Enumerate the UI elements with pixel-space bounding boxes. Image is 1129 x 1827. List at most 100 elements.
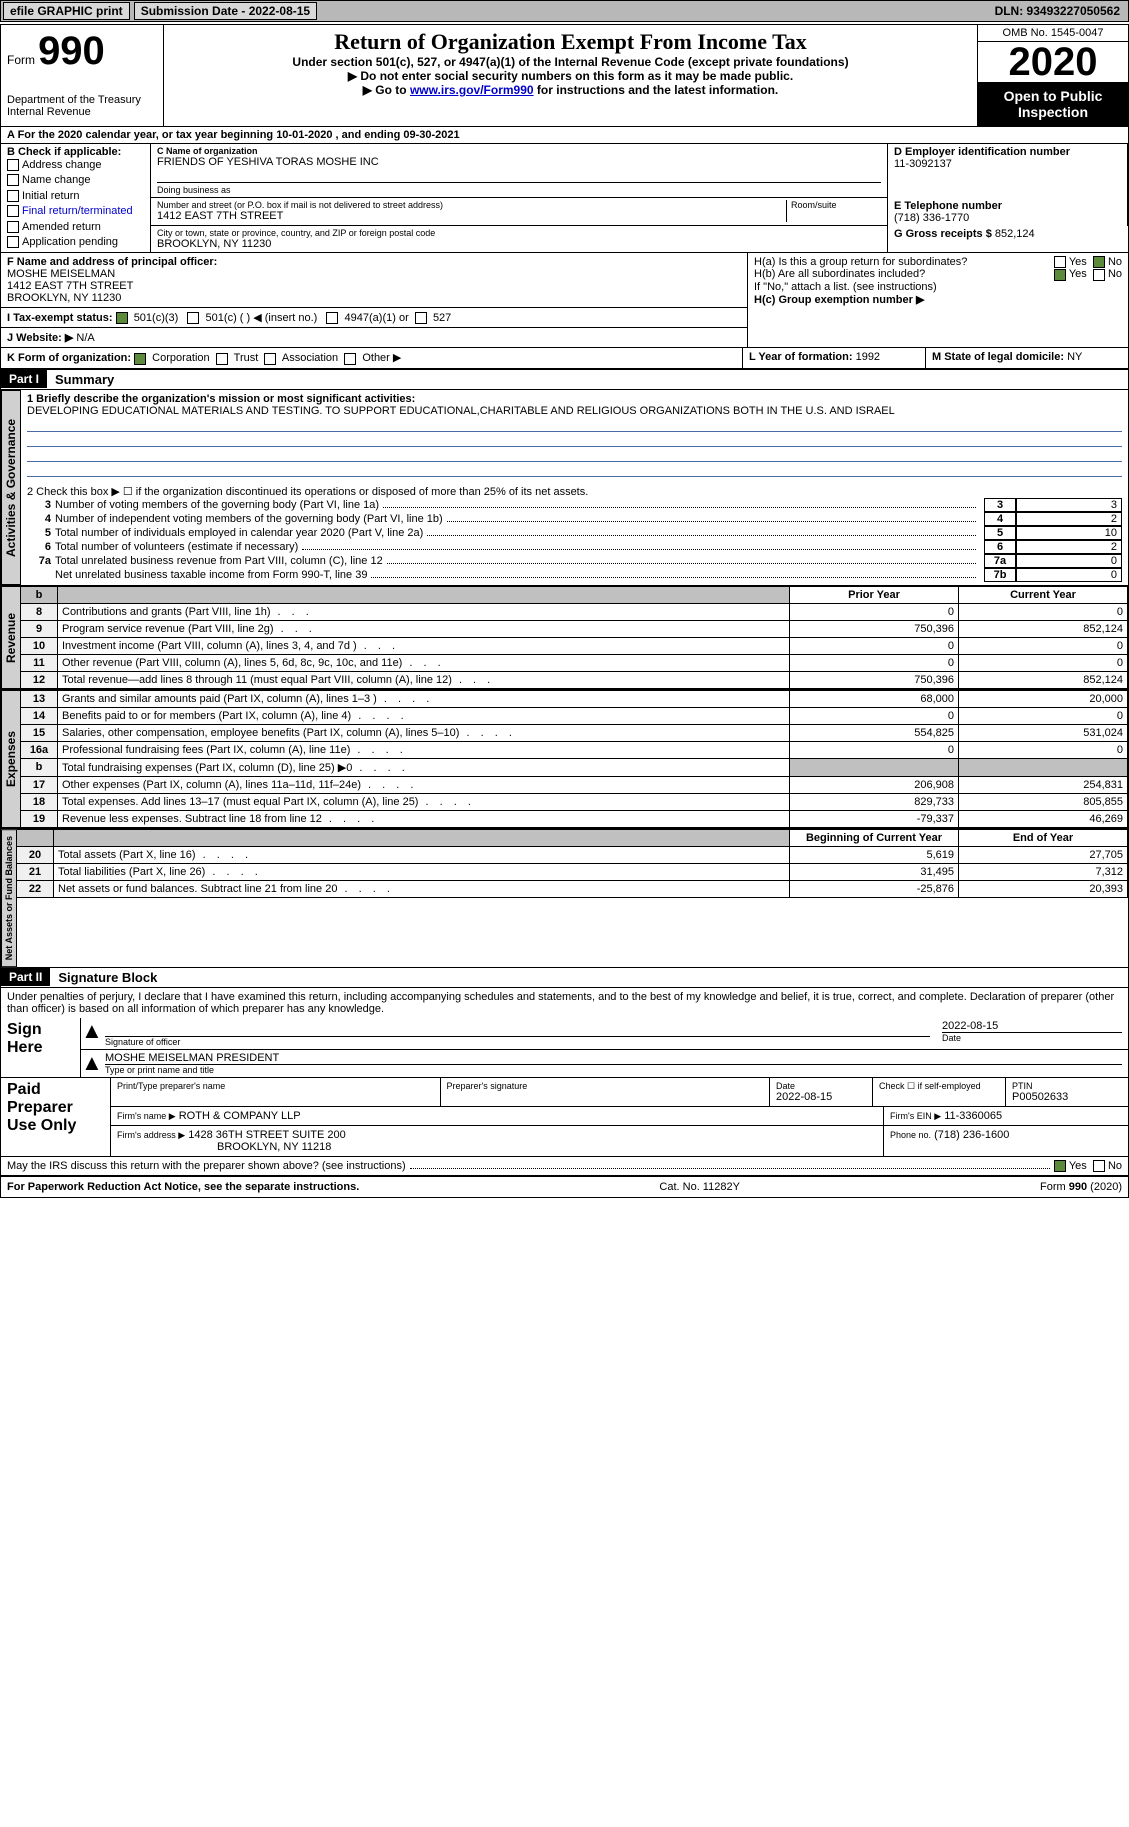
box-i: I Tax-exempt status: 501(c)(3) 501(c) ( … xyxy=(1,308,747,328)
gov-row: 7aTotal unrelated business revenue from … xyxy=(27,554,1122,568)
firm-ein-value: 11-3360065 xyxy=(944,1110,1002,1122)
gov-row: 5Total number of individuals employed in… xyxy=(27,526,1122,540)
form-990-link[interactable]: www.irs.gov/Form990 xyxy=(410,83,534,97)
section-revenue: Revenue bPrior YearCurrent Year8Contribu… xyxy=(1,585,1128,689)
pp-date-label: Date xyxy=(776,1081,866,1091)
ein-value: 11-3092137 xyxy=(894,158,1121,170)
chk-other[interactable] xyxy=(344,353,356,365)
chk-trust[interactable] xyxy=(216,353,228,365)
netassets-table: Beginning of Current YearEnd of Year20To… xyxy=(17,829,1128,898)
year-formation-value: 1992 xyxy=(856,351,880,363)
table-row: 16aProfessional fundraising fees (Part I… xyxy=(21,741,1128,758)
form-prefix: Form xyxy=(7,53,35,67)
firm-phone-value: (718) 236-1600 xyxy=(934,1129,1009,1141)
phone-label: E Telephone number xyxy=(894,200,1121,212)
discuss-label: May the IRS discuss this return with the… xyxy=(7,1160,406,1172)
org-address: 1412 EAST 7TH STREET xyxy=(157,210,786,222)
dba-label: Doing business as xyxy=(157,182,881,195)
sig-date-label: Date xyxy=(942,1032,1122,1043)
phone-value: (718) 336-1770 xyxy=(894,212,1121,224)
box-k: K Form of organization: Corporation Trus… xyxy=(1,348,743,367)
officer-addr2: BROOKLYN, NY 11230 xyxy=(7,292,741,304)
chk-initial-return[interactable]: Initial return xyxy=(7,189,144,204)
q2-label: 2 Check this box ▶ ☐ if the organization… xyxy=(27,485,1122,498)
firm-name-label: Firm's name ▶ xyxy=(117,1111,176,1121)
chk-corp[interactable] xyxy=(134,353,146,365)
chk-final-return[interactable]: Final return/terminated xyxy=(7,204,144,219)
form-warn-1: Do not enter social security numbers on … xyxy=(170,69,971,83)
entity-grid: B Check if applicable: Address change Na… xyxy=(1,144,1128,253)
efile-button[interactable]: efile GRAPHIC print xyxy=(3,2,130,20)
chk-hb-yes[interactable] xyxy=(1054,269,1066,281)
chk-discuss-yes[interactable] xyxy=(1054,1160,1066,1172)
box-c-name: C Name of organization FRIENDS OF YESHIV… xyxy=(151,144,888,198)
officer-print-label: Type or print name and title xyxy=(105,1064,1122,1075)
org-csz: BROOKLYN, NY 11230 xyxy=(157,238,881,250)
table-row: 9Program service revenue (Part VIII, lin… xyxy=(21,620,1128,637)
chk-address-change[interactable]: Address change xyxy=(7,158,144,173)
firm-addr-1: 1428 36TH STREET SUITE 200 xyxy=(188,1129,346,1141)
box-g: G Gross receipts $ 852,124 xyxy=(888,226,1128,253)
pp-self-label: Check ☐ if self-employed xyxy=(879,1081,999,1092)
paid-preparer-block: Paid Preparer Use Only Print/Type prepar… xyxy=(1,1078,1128,1157)
box-c-name-label: C Name of organization xyxy=(157,146,881,156)
csz-label: City or town, state or province, country… xyxy=(157,228,881,238)
gov-row: Net unrelated business taxable income fr… xyxy=(27,568,1122,582)
pp-ptin-label: PTIN xyxy=(1012,1081,1122,1091)
chk-discuss-no[interactable] xyxy=(1093,1160,1105,1172)
submission-date-button[interactable]: Submission Date - 2022-08-15 xyxy=(134,2,317,20)
section-netassets: Net Assets or Fund Balances Beginning of… xyxy=(1,828,1128,967)
table-row: 12Total revenue—add lines 8 through 11 (… xyxy=(21,671,1128,688)
room-label: Room/suite xyxy=(786,200,881,222)
part-1-bar: Part I Summary xyxy=(1,369,1128,390)
dept-treasury: Department of the Treasury xyxy=(7,94,157,106)
form-org-label: K Form of organization: xyxy=(7,352,131,364)
chk-501c3[interactable] xyxy=(116,312,128,324)
box-h: H(a) Is this a group return for subordin… xyxy=(748,253,1128,347)
box-b: B Check if applicable: Address change Na… xyxy=(1,144,151,253)
tax-year: 2020 xyxy=(978,42,1128,82)
top-bar: efile GRAPHIC print Submission Date - 20… xyxy=(0,0,1129,22)
officer-name: MOSHE MEISELMAN xyxy=(7,268,741,280)
footer-pra: For Paperwork Reduction Act Notice, see … xyxy=(7,1181,359,1193)
table-row: 8Contributions and grants (Part VIII, li… xyxy=(21,603,1128,620)
pp-sig-label: Preparer's signature xyxy=(447,1081,764,1091)
chk-ha-yes[interactable] xyxy=(1054,256,1066,268)
chk-amended-return[interactable]: Amended return xyxy=(7,220,144,235)
form-warn-2-pre: Go to xyxy=(363,83,410,97)
box-d: D Employer identification number 11-3092… xyxy=(888,144,1128,198)
chk-hb-no[interactable] xyxy=(1093,269,1105,281)
table-row: bTotal fundraising expenses (Part IX, co… xyxy=(21,758,1128,776)
firm-addr-label: Firm's address ▶ xyxy=(117,1130,185,1140)
table-row: 22Net assets or fund balances. Subtract … xyxy=(17,880,1128,897)
vtab-governance: Activities & Governance xyxy=(1,390,21,585)
chk-527[interactable] xyxy=(415,312,427,324)
table-row: 15Salaries, other compensation, employee… xyxy=(21,724,1128,741)
pp-ptin-value: P00502633 xyxy=(1012,1091,1122,1103)
footer-row: For Paperwork Reduction Act Notice, see … xyxy=(1,1176,1128,1197)
domicile-value: NY xyxy=(1067,351,1082,363)
sign-here-block: Sign Here ▲ Signature of officer 2022-08… xyxy=(1,1018,1128,1078)
box-c-addr: Number and street (or P.O. box if mail i… xyxy=(151,198,888,226)
box-j: J Website: ▶ N/A xyxy=(1,328,747,347)
chk-ha-no[interactable] xyxy=(1093,256,1105,268)
section-expenses: Expenses 13Grants and similar amounts pa… xyxy=(1,689,1128,828)
domicile-label: M State of legal domicile: xyxy=(932,351,1064,363)
perjury-declaration: Under penalties of perjury, I declare th… xyxy=(1,988,1128,1018)
vtab-revenue: Revenue xyxy=(1,586,21,689)
chk-application-pending[interactable]: Application pending xyxy=(7,235,144,250)
chk-4947[interactable] xyxy=(326,312,338,324)
h-b-label: H(b) Are all subordinates included? xyxy=(754,268,925,280)
part-1-title: Summary xyxy=(47,370,122,389)
h-a-label: H(a) Is this a group return for subordin… xyxy=(754,256,967,268)
chk-501c-other[interactable] xyxy=(187,312,199,324)
chk-name-change[interactable]: Name change xyxy=(7,173,144,188)
tax-status-label: I Tax-exempt status: xyxy=(7,312,113,324)
footer-form: 990 xyxy=(1069,1181,1087,1193)
part-2-bar: Part II Signature Block xyxy=(1,967,1128,988)
org-name: FRIENDS OF YESHIVA TORAS MOSHE INC xyxy=(157,156,881,168)
part-1-hdr: Part I xyxy=(1,370,47,388)
gov-row: 4Number of independent voting members of… xyxy=(27,512,1122,526)
firm-addr-2: BROOKLYN, NY 11218 xyxy=(117,1141,877,1153)
chk-assoc[interactable] xyxy=(264,353,276,365)
